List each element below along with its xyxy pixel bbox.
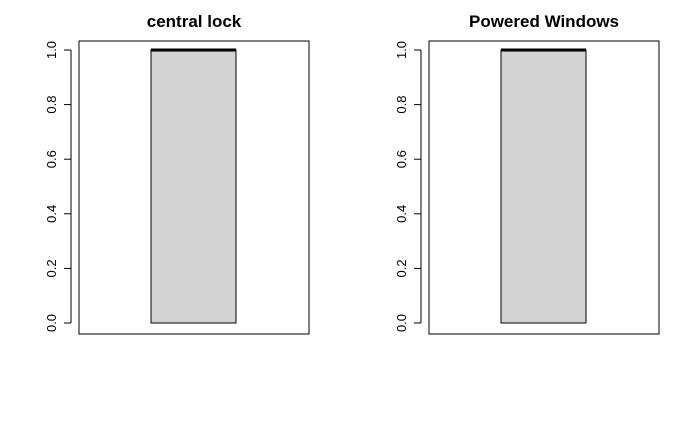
y-axis-ticks: 0.0 0.2 0.4 0.6 0.8 1.0 bbox=[44, 41, 71, 332]
y-tick-label: 0.4 bbox=[44, 205, 59, 223]
y-tick-label: 0.2 bbox=[44, 259, 59, 277]
box-body bbox=[150, 49, 237, 324]
y-axis-ticks: 0.0 0.2 0.4 0.6 0.8 1.0 bbox=[394, 41, 421, 332]
y-tick-label: 0.8 bbox=[44, 96, 59, 114]
y-tick-label: 0.4 bbox=[394, 205, 409, 223]
chart-title: Powered Windows bbox=[469, 12, 619, 31]
y-tick-label: 1.0 bbox=[44, 41, 59, 59]
chart-title: central lock bbox=[147, 12, 242, 31]
y-tick-label: 0.0 bbox=[44, 314, 59, 332]
boxplot-panel-powered-windows: Powered Windows 0.0 0.2 0.4 0.6 0.8 1.0 bbox=[394, 12, 660, 335]
y-tick-label: 1.0 bbox=[394, 41, 409, 59]
y-tick-label: 0.8 bbox=[394, 96, 409, 114]
plot-frame bbox=[78, 40, 310, 335]
y-tick-label: 0.6 bbox=[44, 150, 59, 168]
boxplot-panel-central-lock: central lock 0.0 0.2 0.4 0.6 0.8 1.0 bbox=[44, 12, 310, 335]
y-tick-label: 0.6 bbox=[394, 150, 409, 168]
box-body bbox=[500, 49, 587, 324]
plot-frame bbox=[428, 40, 660, 335]
y-tick-label: 0.2 bbox=[394, 259, 409, 277]
y-tick-label: 0.0 bbox=[394, 314, 409, 332]
